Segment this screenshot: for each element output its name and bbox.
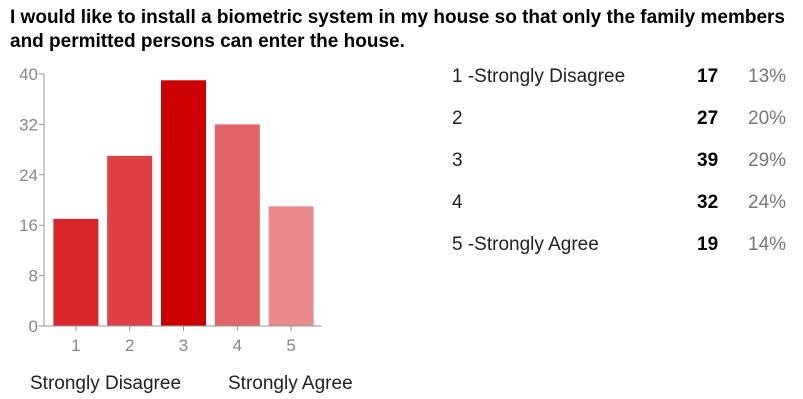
row-percent: 20% [748,108,787,129]
row-count: 19 [697,234,719,255]
y-tick-label: 24 [19,166,38,185]
x-axis: 1 2 3 4 5 [44,325,322,355]
y-tick-label: 0 [29,317,38,336]
row-count: 17 [697,66,719,87]
bar [268,206,314,326]
bar [53,218,99,326]
y-tick-label: 40 [19,65,38,84]
row-label: 2 [452,108,463,129]
row-count: 27 [697,108,719,129]
y-tick-label: 32 [19,115,38,134]
scale-label-left: Strongly Disagree [30,373,182,394]
x-tick-label: 3 [179,336,188,355]
row-label: 5 -Strongly Agree [452,234,599,255]
y-tick-label: 16 [19,216,38,235]
chart-title: I would like to install a biometric syst… [10,7,785,52]
row-label: 1 -Strongly Disagree [452,66,626,87]
bar [214,124,260,327]
row-percent: 14% [748,234,787,255]
scale-label-right: Strongly Agree [228,373,353,394]
y-axis: 0 8 16 24 32 40 [19,65,45,336]
x-tick-label: 2 [125,336,134,355]
row-percent: 24% [748,192,787,213]
bar [107,155,153,326]
bars [53,80,314,327]
row-label: 3 [452,150,463,171]
row-count: 32 [697,192,719,213]
row-percent: 13% [748,66,787,87]
y-tick-label: 8 [29,267,38,286]
x-tick-label: 4 [233,336,242,355]
x-tick-label: 5 [286,336,295,355]
row-label: 4 [452,192,463,213]
bar [161,80,206,326]
x-tick-label: 1 [71,336,80,355]
row-percent: 29% [748,150,787,171]
row-count: 39 [697,150,719,171]
